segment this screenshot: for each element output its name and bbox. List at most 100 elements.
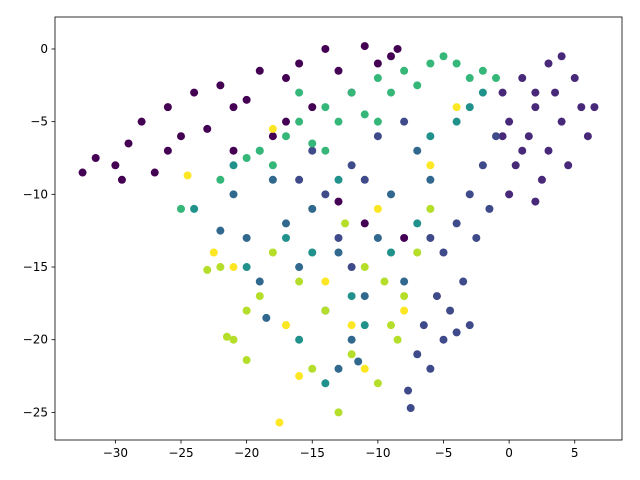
scatter-point [203,124,212,133]
scatter-point [334,248,343,257]
y-tick-label: −15 [23,260,48,274]
scatter-point [334,66,343,75]
scatter-point [347,335,356,344]
scatter-point [347,321,356,330]
scatter-point [229,263,238,272]
scatter-point [570,74,579,83]
scatter-point [590,103,599,112]
scatter-point [203,265,212,274]
scatter-point [400,117,409,126]
scatter-point [216,226,225,235]
scatter-point [465,74,474,83]
scatter-point [308,204,317,213]
scatter-point [413,146,422,155]
scatter-point [360,175,369,184]
scatter-point [150,168,159,177]
scatter-point [426,161,435,170]
y-tick-label: −10 [23,187,48,201]
scatter-point [459,277,468,286]
scatter-point [426,233,435,242]
scatter-point [360,42,369,51]
scatter-point [498,132,507,141]
x-tick-label: −30 [103,446,128,460]
scatter-point [347,88,356,97]
scatter-point [465,103,474,112]
scatter-point [255,292,264,301]
scatter-point [268,161,277,170]
scatter-point [393,44,402,53]
scatter-point [478,161,487,170]
scatter-point [308,139,317,148]
scatter-point [373,132,382,141]
scatter-point [295,277,304,286]
scatter-point [465,321,474,330]
scatter-point [426,132,435,141]
scatter-point [452,328,461,337]
scatter-point [465,190,474,199]
scatter-point [432,292,441,301]
scatter-point [439,52,448,61]
x-tick-label: −25 [168,446,193,460]
scatter-point [334,233,343,242]
scatter-point [537,175,546,184]
x-tick-label: 5 [571,446,579,460]
scatter-point [222,332,231,341]
scatter-point [387,248,395,257]
scatter-point [472,233,481,242]
scatter-point [400,66,409,75]
scatter-point [360,321,369,330]
scatter-point [373,59,382,68]
y-tick-label: −5 [30,115,48,129]
scatter-point [419,321,428,330]
scatter-point [282,219,290,228]
scatter-point [446,306,455,315]
scatter-point [242,306,251,315]
scatter-point [229,146,238,155]
scatter-point [295,263,304,272]
scatter-point [373,233,382,242]
scatter-point [282,74,290,83]
scatter-point [347,161,356,170]
scatter-point [295,335,304,344]
scatter-point [452,219,461,228]
scatter-point [334,364,343,373]
scatter-point [354,357,363,366]
scatter-point [426,59,435,68]
scatter-point [255,66,264,75]
scatter-point [531,103,540,112]
scatter-point [321,277,330,286]
scatter-point [452,59,461,68]
scatter-point [262,313,271,322]
scatter-point [282,233,290,242]
scatter-point [295,372,304,381]
scatter-point [282,117,290,126]
scatter-point [216,263,225,272]
scatter-point [209,248,218,257]
y-tick-label: −25 [23,405,48,419]
y-tick-label: 0 [40,42,48,56]
scatter-point [551,88,560,97]
scatter-point [282,321,290,330]
scatter-point [229,161,238,170]
scatter-point [216,81,225,90]
scatter-point [308,364,317,373]
scatter-point [360,219,369,228]
scatter-point [400,233,409,242]
scatter-point [511,161,520,170]
scatter-point [360,110,369,119]
scatter-point [347,263,356,272]
scatter-point [413,81,422,90]
scatter-point [557,52,566,61]
scatter-point [308,103,317,112]
scatter-point [360,263,369,272]
scatter-point [163,146,172,155]
scatter-point [426,204,435,213]
scatter-point [334,117,343,126]
x-tick-label: −15 [300,446,325,460]
scatter-point [117,175,126,184]
scatter-point [308,146,317,155]
scatter-point [78,168,87,177]
scatter-point [275,418,284,427]
scatter-point [439,248,448,257]
scatter-point [321,190,330,199]
